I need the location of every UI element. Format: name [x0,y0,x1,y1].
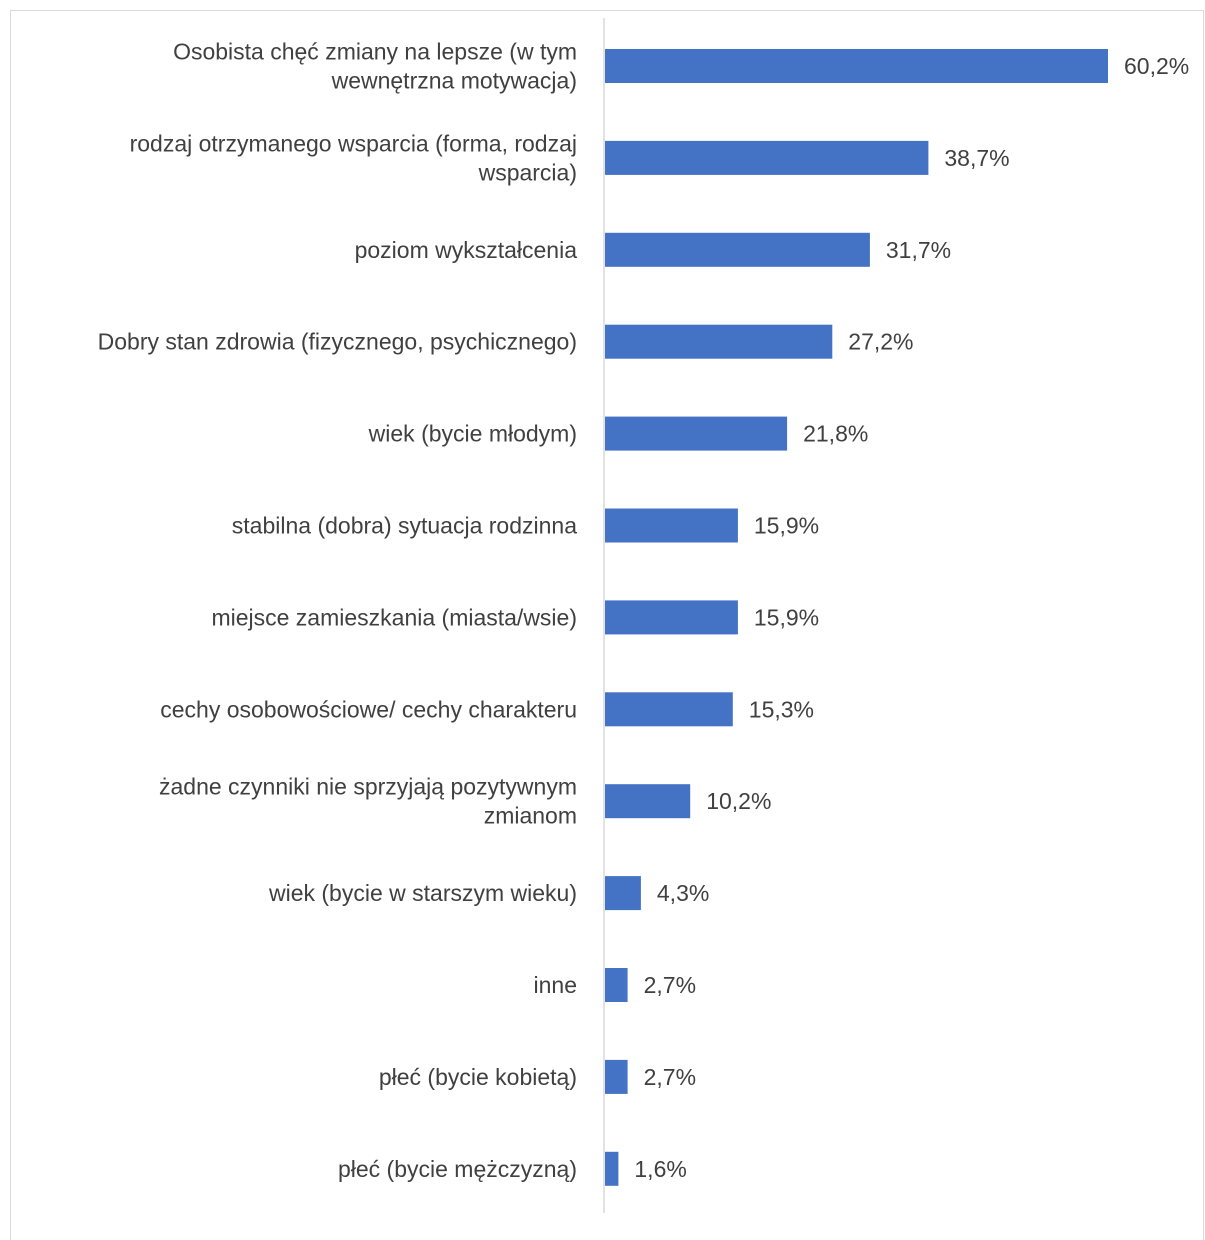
data-label: 60,2% [1124,53,1189,79]
category-label-line: wiek (bycie w starszym wieku) [268,880,577,906]
category-label-line: wiek (bycie młodym) [368,421,577,447]
category-label-line: wewnętrzna motywacja) [331,68,577,94]
category-label: rodzaj otrzymanego wsparcia (forma, rodz… [130,130,577,185]
bar [605,1151,619,1186]
data-label: 27,2% [848,329,913,355]
category-label: miejsce zamieszkania (miasta/wsie) [211,604,577,630]
category-label-line: Dobry stan zdrowia (fizycznego, psychicz… [98,329,577,355]
bar [605,49,1108,83]
data-label: 2,7% [644,1064,696,1090]
category-label-line: Osobista chęć zmiany na lepsze (w tym [173,39,577,65]
category-label: stabilna (dobra) sytuacja rodzinna [232,513,577,539]
category-label: Osobista chęć zmiany na lepsze (w tym wew… [173,39,577,94]
category-label-line: żadne czynniki nie sprzyjają pozytywnym [159,774,577,800]
bar [605,232,870,267]
bar [605,600,738,635]
bar [605,508,738,543]
data-label: 10,2% [706,788,771,814]
bar [605,968,628,1002]
data-label: 15,9% [754,604,819,630]
category-label-line: zmianom [484,803,577,829]
category-label: Dobry stan zdrowia (fizycznego, psychicz… [98,329,577,355]
category-label: cechy osobowościowe/ cechy charakteru [160,696,577,722]
category-label-line: cechy osobowościowe/ cechy charakteru [160,696,577,722]
bar [605,1059,628,1094]
data-label: 21,8% [803,421,868,447]
bar [605,140,929,175]
category-label: wiek (bycie w starszym wieku) [268,880,577,906]
category-label-line: płeć (bycie kobietą) [379,1064,577,1090]
category-label-line: płeć (bycie mężczyzną) [338,1156,577,1182]
data-label: 2,7% [644,972,696,998]
data-label: 1,6% [634,1156,686,1182]
data-label: 4,3% [657,880,709,906]
bar [605,784,691,819]
data-label: 15,9% [754,513,819,539]
category-label: żadne czynniki nie sprzyjają pozytywnym z… [159,774,577,829]
category-label: wiek (bycie młodym) [368,421,577,447]
category-label-line: miejsce zamieszkania (miasta/wsie) [211,604,577,630]
category-label: płeć (bycie kobietą) [379,1064,577,1090]
data-label: 31,7% [886,237,951,263]
category-label: inne [534,972,577,998]
bar [605,876,641,911]
data-label: 38,7% [944,145,1009,171]
category-label-line: wsparcia) [478,159,577,185]
category-label: płeć (bycie mężczyzną) [338,1156,577,1182]
bar [605,416,788,451]
category-label-line: poziom wykształcenia [355,237,578,263]
category-label-line: rodzaj otrzymanego wsparcia (forma, rodz… [130,130,577,156]
category-label-line: stabilna (dobra) sytuacja rodzinna [232,513,577,539]
bar [605,324,833,359]
data-label: 15,3% [749,696,814,722]
bar [605,692,733,727]
category-label-line: inne [534,972,577,998]
category-label: poziom wykształcenia [355,237,578,263]
